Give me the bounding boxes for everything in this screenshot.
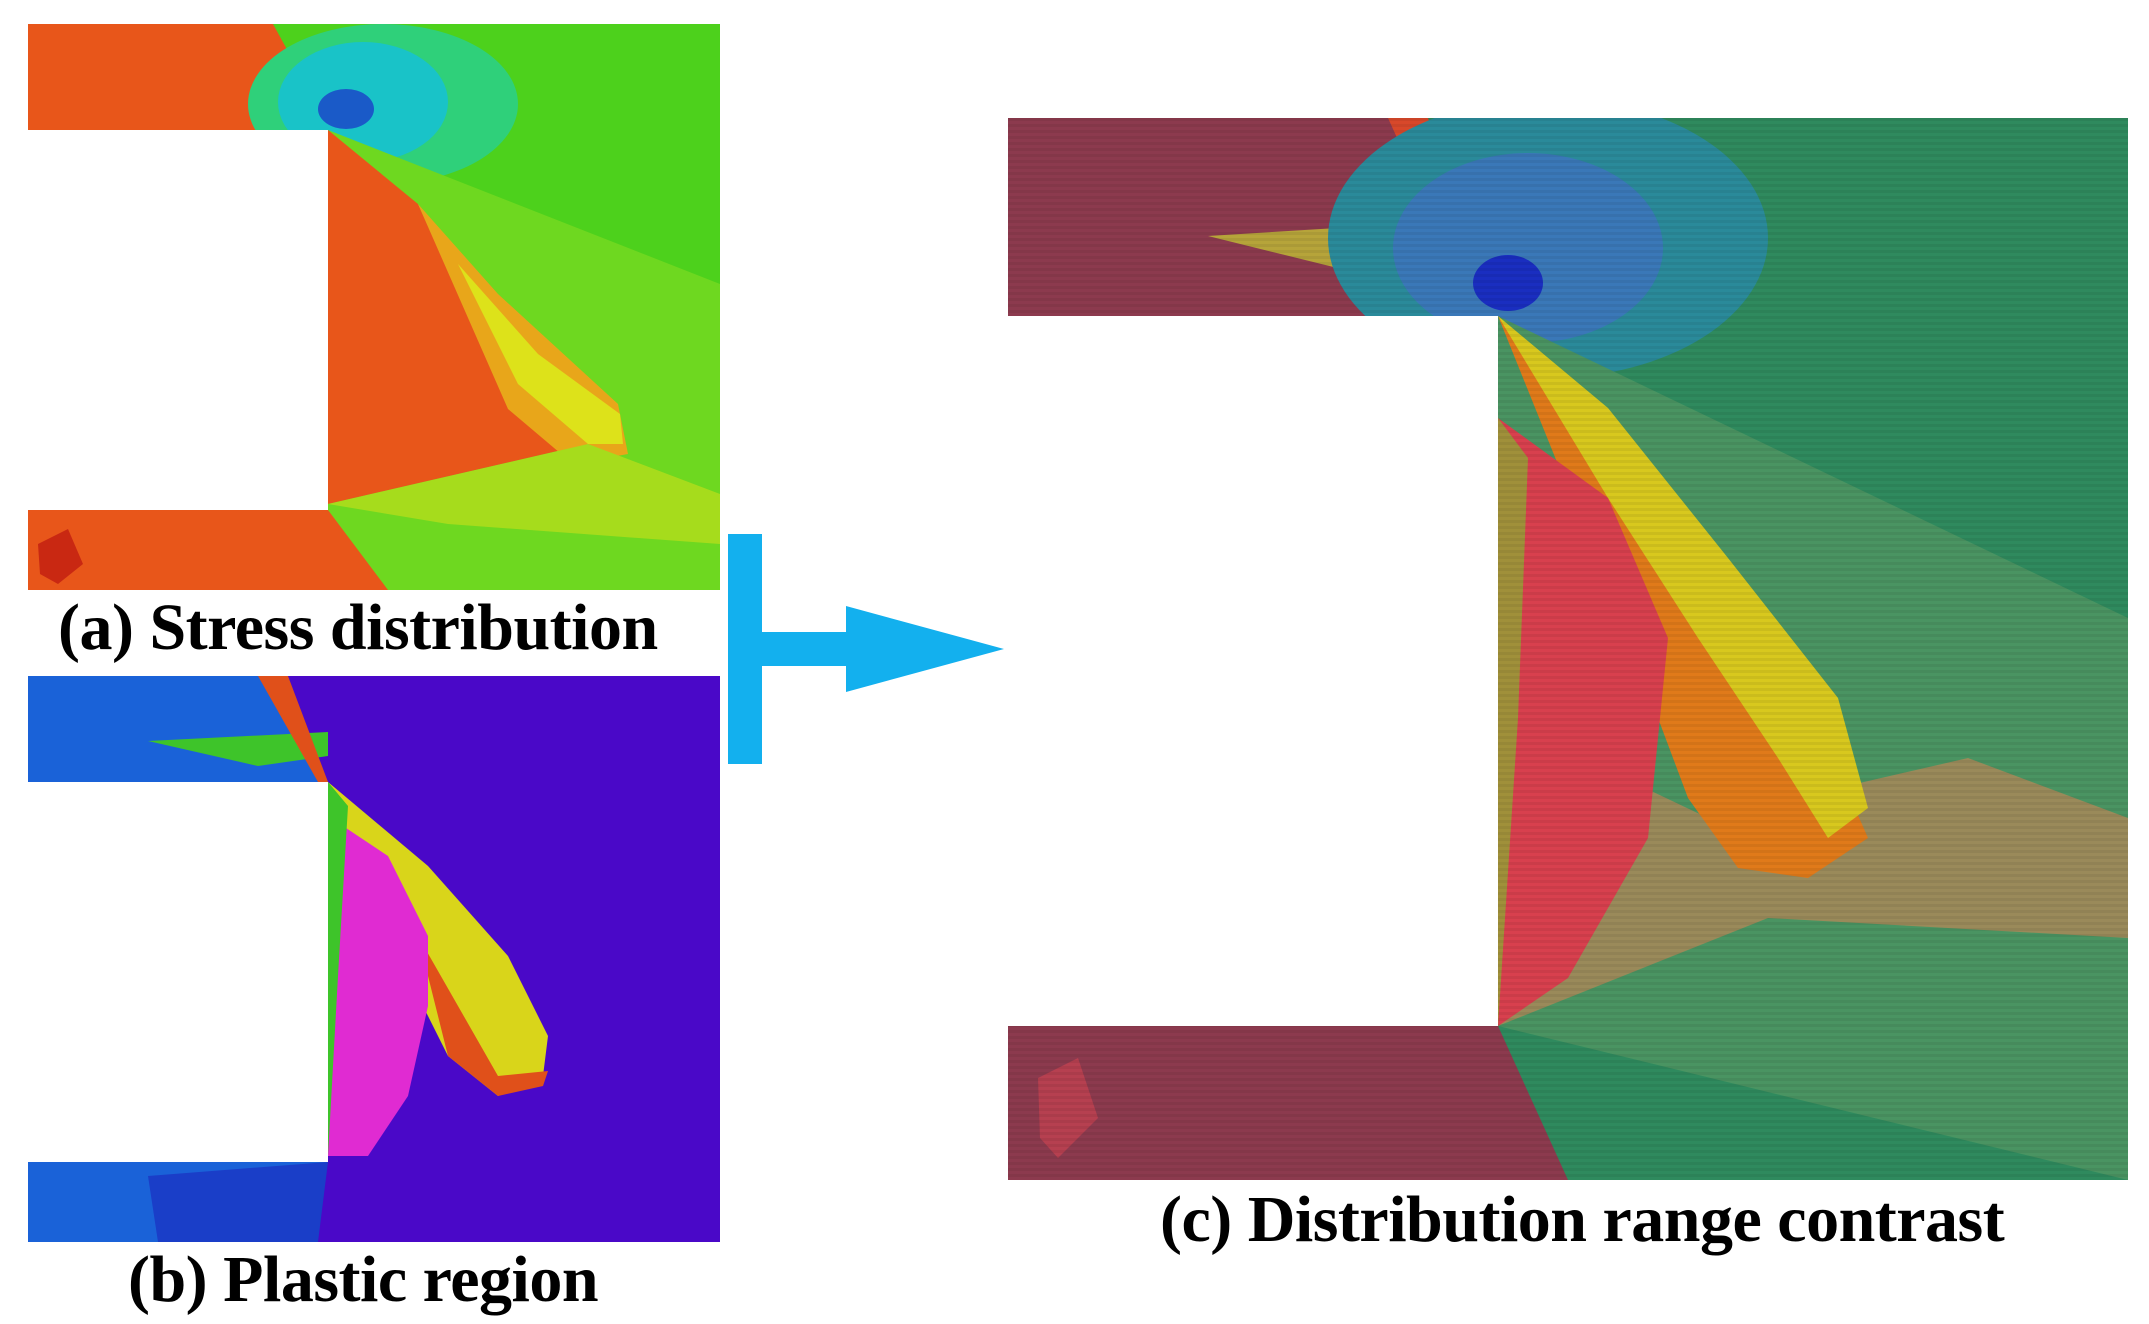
caption-stress-distribution: (a) Stress distribution <box>58 591 658 664</box>
plastic-lower-dark-blue <box>148 1162 328 1242</box>
stress-lower-fan <box>328 444 720 544</box>
stress-right-red <box>328 130 588 504</box>
stress-blue-core <box>318 89 374 129</box>
plastic-region-plot <box>28 676 720 1242</box>
stress-yellow-band <box>458 264 623 444</box>
stress-lower-red <box>28 510 388 590</box>
plastic-magenta-zone <box>328 816 428 1156</box>
overlay-contrast-plot <box>1008 118 2128 1180</box>
panel-distribution-range-contrast <box>1008 118 2128 1180</box>
plastic-opening <box>28 782 328 1162</box>
plastic-orange-zone <box>418 936 548 1096</box>
panel-plastic-region <box>28 676 720 1242</box>
caption-distribution-range-contrast: (c) Distribution range contrast <box>1160 1183 2005 1256</box>
panel-stress-distribution <box>28 24 720 590</box>
caption-plastic-region: (b) Plastic region <box>128 1243 599 1316</box>
stress-contour-plot <box>28 24 720 590</box>
bracket-arrow-icon <box>724 534 1014 764</box>
stress-lower-red-spot <box>38 529 83 584</box>
plastic-green-edge <box>328 782 348 1156</box>
overlay-opening-clean <box>1008 316 1498 1026</box>
stress-opening <box>28 130 328 510</box>
plastic-red-streak <box>258 676 328 782</box>
plastic-green-wedge <box>148 732 328 766</box>
